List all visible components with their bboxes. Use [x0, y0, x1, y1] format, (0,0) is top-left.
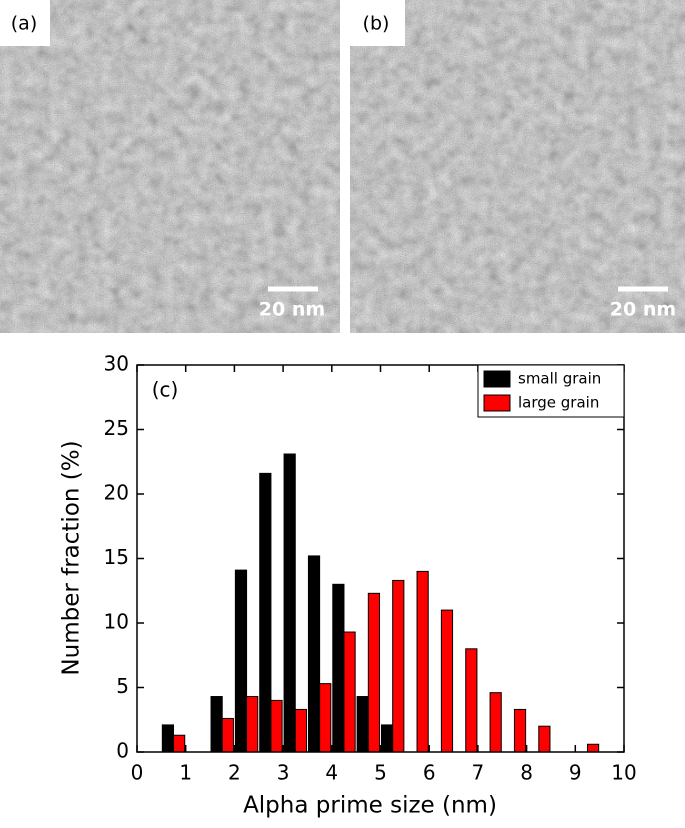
y-tick-label: 30 — [104, 352, 129, 376]
bar — [246, 696, 259, 753]
x-tick-label: 10 — [611, 761, 636, 785]
x-tick-label: 1 — [179, 761, 192, 785]
bar — [513, 708, 527, 753]
bar — [416, 570, 429, 753]
y-axis-label: Number fraction (%) — [59, 440, 85, 675]
bar — [392, 579, 405, 753]
bar — [221, 717, 234, 753]
bar — [465, 648, 478, 753]
bar — [356, 696, 369, 753]
x-axis-label: Alpha prime size (nm) — [243, 793, 497, 819]
bar — [332, 583, 345, 753]
bar — [283, 453, 296, 753]
bar — [319, 683, 332, 753]
x-tick-label: 8 — [520, 761, 533, 785]
bar — [210, 696, 223, 753]
micrograph-a: (a) 20 nm — [0, 0, 340, 333]
bar — [307, 555, 321, 753]
bar — [380, 724, 394, 753]
x-tick-label: 4 — [325, 761, 338, 785]
panel-label: (b) — [363, 13, 390, 35]
bar — [173, 734, 186, 753]
x-tick-label: 2 — [228, 761, 241, 785]
bar — [538, 725, 551, 753]
legend-label: large grain — [518, 394, 599, 412]
bar — [586, 743, 600, 753]
plot-area: 0 1 2 3 4 5 6 7 8 9 10 0 5 10 15 20 25 30 small grain large… — [104, 352, 637, 785]
y-tick-label: 5 — [116, 674, 129, 698]
panel-label: (c) — [152, 378, 179, 402]
x-tick-label: 9 — [569, 761, 582, 785]
y-tick-label: 0 — [116, 739, 129, 763]
plot-frame — [136, 364, 625, 753]
bar — [343, 631, 356, 753]
x-tick-label: 0 — [131, 761, 144, 785]
bar — [440, 609, 454, 753]
legend-swatch — [483, 370, 511, 388]
bar — [259, 472, 272, 753]
x-tick-label: 5 — [374, 761, 387, 785]
x-tick-label: 6 — [423, 761, 436, 785]
y-tick-label: 20 — [104, 481, 129, 505]
legend: small grain large grain — [477, 364, 625, 418]
x-tick-label: 3 — [277, 761, 290, 785]
bar — [489, 692, 502, 753]
panel-label: (a) — [11, 13, 37, 35]
bar — [367, 592, 381, 753]
x-tick-label: 7 — [472, 761, 485, 785]
legend-swatch — [483, 394, 511, 412]
y-tick-label: 10 — [104, 610, 129, 634]
bar — [270, 699, 283, 753]
scale-bar-label: 20 nm — [610, 299, 676, 321]
bar — [294, 708, 307, 753]
y-tick-label: 15 — [104, 545, 129, 569]
bar — [234, 569, 248, 753]
bar — [161, 724, 175, 753]
scale-bar-label: 20 nm — [259, 299, 325, 321]
y-tick-label: 25 — [104, 416, 129, 440]
legend-label: small grain — [518, 370, 601, 388]
micrograph-b: (b) 20 nm — [350, 0, 685, 333]
